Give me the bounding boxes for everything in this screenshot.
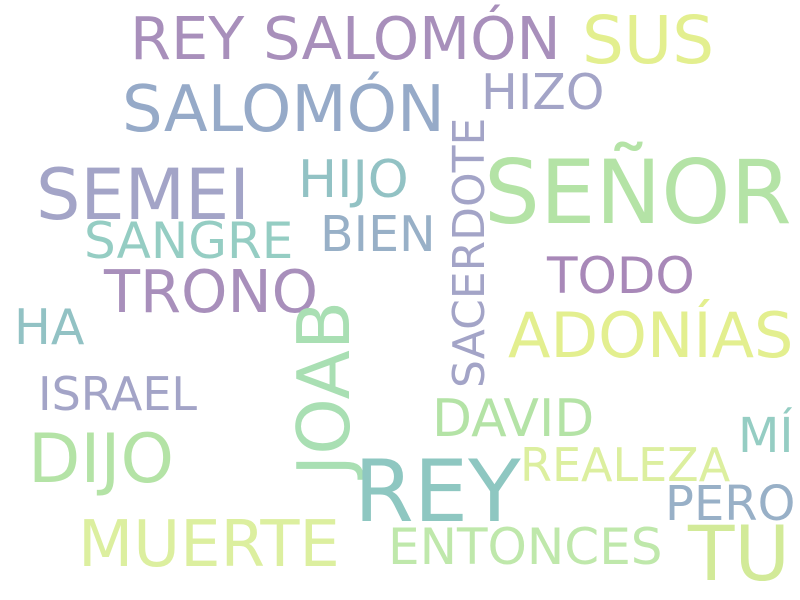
word-todo: TODO: [547, 247, 695, 305]
word-trono: TRONO: [104, 257, 319, 326]
word-adonias: ADONÍAS: [508, 299, 794, 372]
word-bien: BIEN: [320, 206, 436, 263]
word-ha: HA: [14, 299, 85, 356]
word-tu: TU: [688, 509, 791, 598]
word-joab: JOAB: [282, 300, 366, 476]
word-semei: SEMEI: [36, 154, 250, 236]
word-salomon: SALOMÓN: [122, 73, 445, 147]
word-realeza: REALEZA: [520, 438, 731, 492]
word-rey-salomon: REY SALOMÓN: [130, 4, 561, 73]
word-hizo: HIZO: [481, 64, 605, 121]
word-dijo: DIJO: [28, 420, 174, 499]
word-muerte: MUERTE: [78, 508, 340, 582]
word-pero: PERO: [665, 476, 796, 532]
word-mi: MÍ: [738, 408, 794, 464]
word-david: DAVID: [432, 389, 595, 449]
word-sus: SUS: [582, 2, 715, 79]
word-sangre: SANGRE: [84, 212, 294, 270]
word-senor: SEÑOR: [484, 141, 792, 244]
word-rey: REY: [354, 442, 521, 542]
word-hijo: HIJO: [298, 150, 409, 210]
word-entonces: ENTONCES: [388, 518, 663, 576]
word-israel: ISRAEL: [38, 367, 198, 421]
